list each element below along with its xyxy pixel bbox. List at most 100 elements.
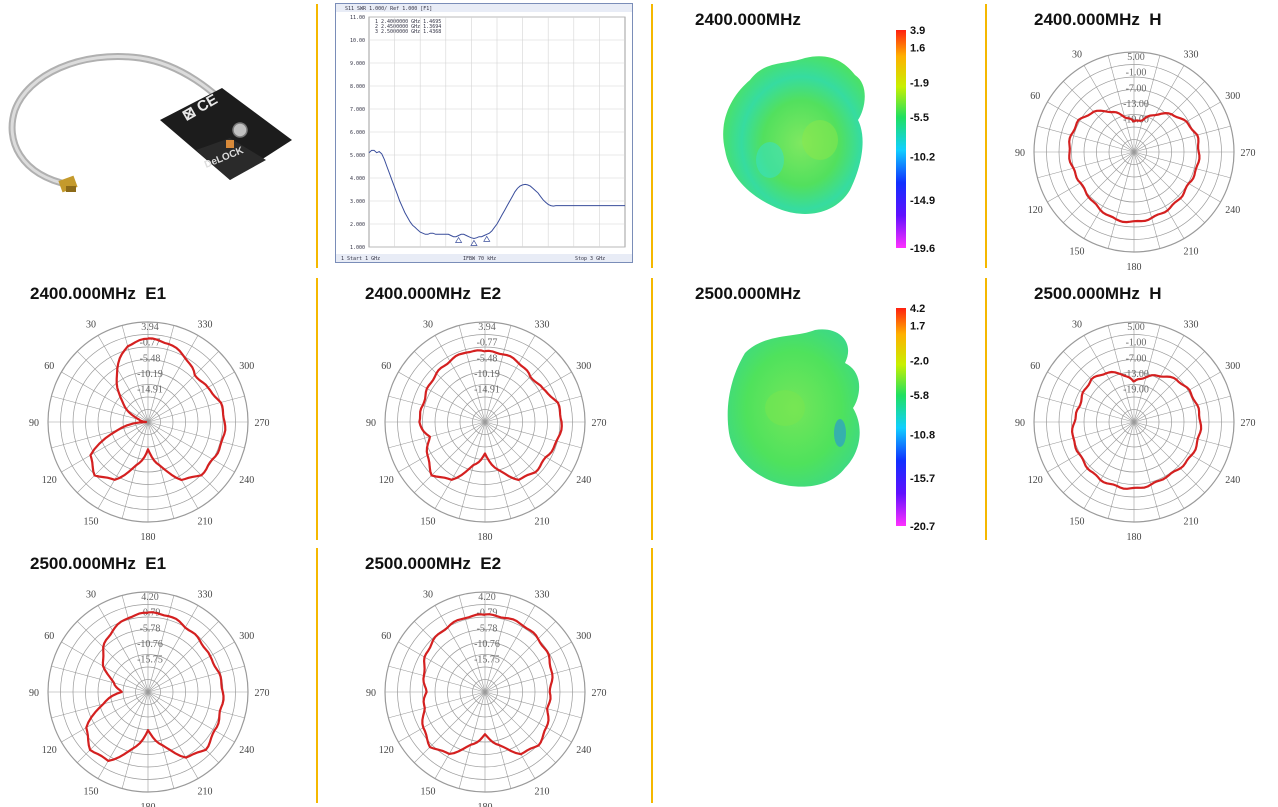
separator-7: [316, 548, 318, 803]
polar-spoke: [1133, 151, 1221, 203]
polar-2500-e1-title: 2500.000MHz E1: [30, 554, 167, 573]
polar-spoke: [1107, 55, 1135, 153]
polar-2500-e1-panel: 2500.000MHz E1 330 300 270 240 210 180 150 120 9…: [0, 548, 310, 807]
colorbar-tick-label: -10.8: [910, 429, 935, 441]
polar-ring-label: 5.00: [1127, 322, 1145, 333]
polar-angle-label: 240: [1225, 475, 1240, 486]
polar-ring-label: -13.00: [1123, 99, 1149, 110]
polar-angle-label: 330: [1184, 319, 1199, 330]
polar-spoke: [1083, 421, 1135, 509]
colorbar-tick-label: -15.7: [910, 473, 935, 485]
polar-spoke: [77, 351, 149, 423]
polar-spoke: [147, 421, 245, 449]
vswr-y-tick: 10.00: [350, 38, 365, 44]
polar-spoke: [1083, 151, 1135, 239]
polar-spoke: [1047, 371, 1135, 423]
polar-ring-label: 4.20: [478, 592, 496, 603]
polar-angle-label: 150: [84, 787, 99, 798]
separator-5: [651, 278, 653, 540]
polar-spoke: [388, 421, 486, 449]
polar-angle-label: 120: [1028, 205, 1043, 216]
polar-2400-e1-chart: 330 300 270 240 210 180 150 120 90 60 30 3.94 -0.77 -…: [29, 319, 270, 543]
polar-spoke: [458, 325, 486, 423]
polar-ring-label: 3.94: [478, 322, 496, 333]
polar-spoke: [484, 351, 556, 423]
polar-ring-label: 5.00: [1127, 52, 1145, 63]
polar-angle-label: 90: [1015, 418, 1025, 429]
polar-angle-label: 60: [44, 361, 54, 372]
colorbar-tick-label: -1.9: [910, 77, 929, 89]
polar-spoke: [147, 421, 235, 473]
radiation-body-2500: [727, 329, 860, 487]
pattern-3d-2500-panel: 2500.000MHz 4.2 1.7 -2.0 -5.8 -10.8 -15.7 -20.…: [660, 278, 980, 538]
polar-spoke: [61, 371, 149, 423]
polar-angle-label: 300: [239, 361, 254, 372]
colorbar-tick-label: -2.0: [910, 355, 929, 367]
polar-angle-label: 300: [1225, 361, 1240, 372]
colorbar-tick-label: -5.8: [910, 390, 929, 402]
colorbar-tick-label: 1.7: [910, 320, 925, 332]
polar-angle-label: 90: [366, 688, 376, 699]
polar-spoke: [458, 421, 486, 519]
polar-spoke: [1133, 421, 1221, 473]
polar-angle-label: 210: [1184, 247, 1199, 258]
polar-spoke: [484, 691, 572, 743]
polar-spoke: [458, 595, 486, 693]
polar-spoke: [121, 421, 149, 519]
polar-ring-label: -5.48: [140, 353, 161, 364]
polar-2500-e1-chart: 3303002702402101801501209060304.20-0.79-…: [29, 589, 270, 807]
polar-spoke: [484, 421, 556, 493]
polar-spoke: [484, 595, 512, 693]
polar-angle-label: 210: [198, 787, 213, 798]
polar-2400-e2-panel: 2400.000MHz E2 330 300 270 240 210 180 150 120 9…: [335, 278, 645, 543]
colorbar-tick-label: -20.7: [910, 521, 935, 533]
vswr-footer-center: IFBW 70 kHz: [463, 256, 496, 262]
colorbar-2500: 4.2 1.7 -2.0 -5.8 -10.8 -15.7 -20.7: [896, 303, 935, 533]
colorbar-tick-label: 4.2: [910, 303, 925, 315]
polar-angle-label: 270: [1241, 418, 1256, 429]
polar-spoke: [434, 605, 486, 693]
polar-spoke: [51, 691, 149, 719]
vswr-chart: S11 SWR 1.000/ Ref 1.000 [F1] 1 2.400000…: [335, 3, 633, 263]
vswr-header: S11 SWR 1.000/ Ref 1.000 [F1]: [345, 6, 432, 12]
polar-angle-label: 330: [198, 589, 213, 600]
polar-spoke: [388, 691, 486, 719]
polar-angle-label: 120: [42, 745, 57, 756]
polar-angle-label: 210: [198, 517, 213, 528]
vswr-trace: [368, 149, 625, 246]
vswr-y-tick: 4.000: [350, 176, 365, 182]
polar-spoke: [398, 421, 486, 473]
polar-spoke: [51, 395, 149, 423]
pattern-3d-2400-panel: 2400.000MHz 3.9 1.6 -1.9 -5.5 -10.2 -14.9 -19.…: [660, 0, 980, 270]
polar-spoke: [121, 595, 149, 693]
vswr-y-tick: 8.000: [350, 84, 365, 90]
polar-spoke: [1107, 421, 1135, 519]
polar-spoke: [1133, 421, 1185, 509]
polar-spoke: [61, 421, 149, 473]
polar-spoke: [434, 421, 486, 509]
polar-angle-label: 240: [239, 475, 254, 486]
polar-spoke: [1037, 421, 1135, 449]
polar-angle-label: 300: [576, 361, 591, 372]
polar-angle-label: 300: [1225, 91, 1240, 102]
antenna-product-image: DeLOCK ⊠ CE: [8, 53, 292, 193]
polar-spoke: [484, 395, 582, 423]
polar-spoke: [147, 691, 245, 719]
pattern-3d-2400-title: 2400.000MHz: [695, 10, 801, 29]
polar-spoke: [414, 351, 486, 423]
polar-angle-label: 150: [1070, 247, 1085, 258]
polar-spoke: [77, 421, 149, 493]
pattern-3d-2500-title: 2500.000MHz: [695, 284, 801, 303]
polar-angle-label: 120: [1028, 475, 1043, 486]
polar-spoke: [147, 621, 219, 693]
polar-spoke: [1133, 151, 1161, 249]
polar-angle-label: 30: [86, 319, 96, 330]
polar-spoke: [1133, 371, 1221, 423]
polar-spoke: [77, 621, 149, 693]
polar-angle-label: 300: [239, 631, 254, 642]
polar-spoke: [414, 621, 486, 693]
polar-trace: [1068, 109, 1201, 224]
polar-angle-label: 180: [478, 802, 493, 807]
polar-angle-label: 210: [1184, 517, 1199, 528]
vswr-trace-line: [368, 149, 625, 240]
